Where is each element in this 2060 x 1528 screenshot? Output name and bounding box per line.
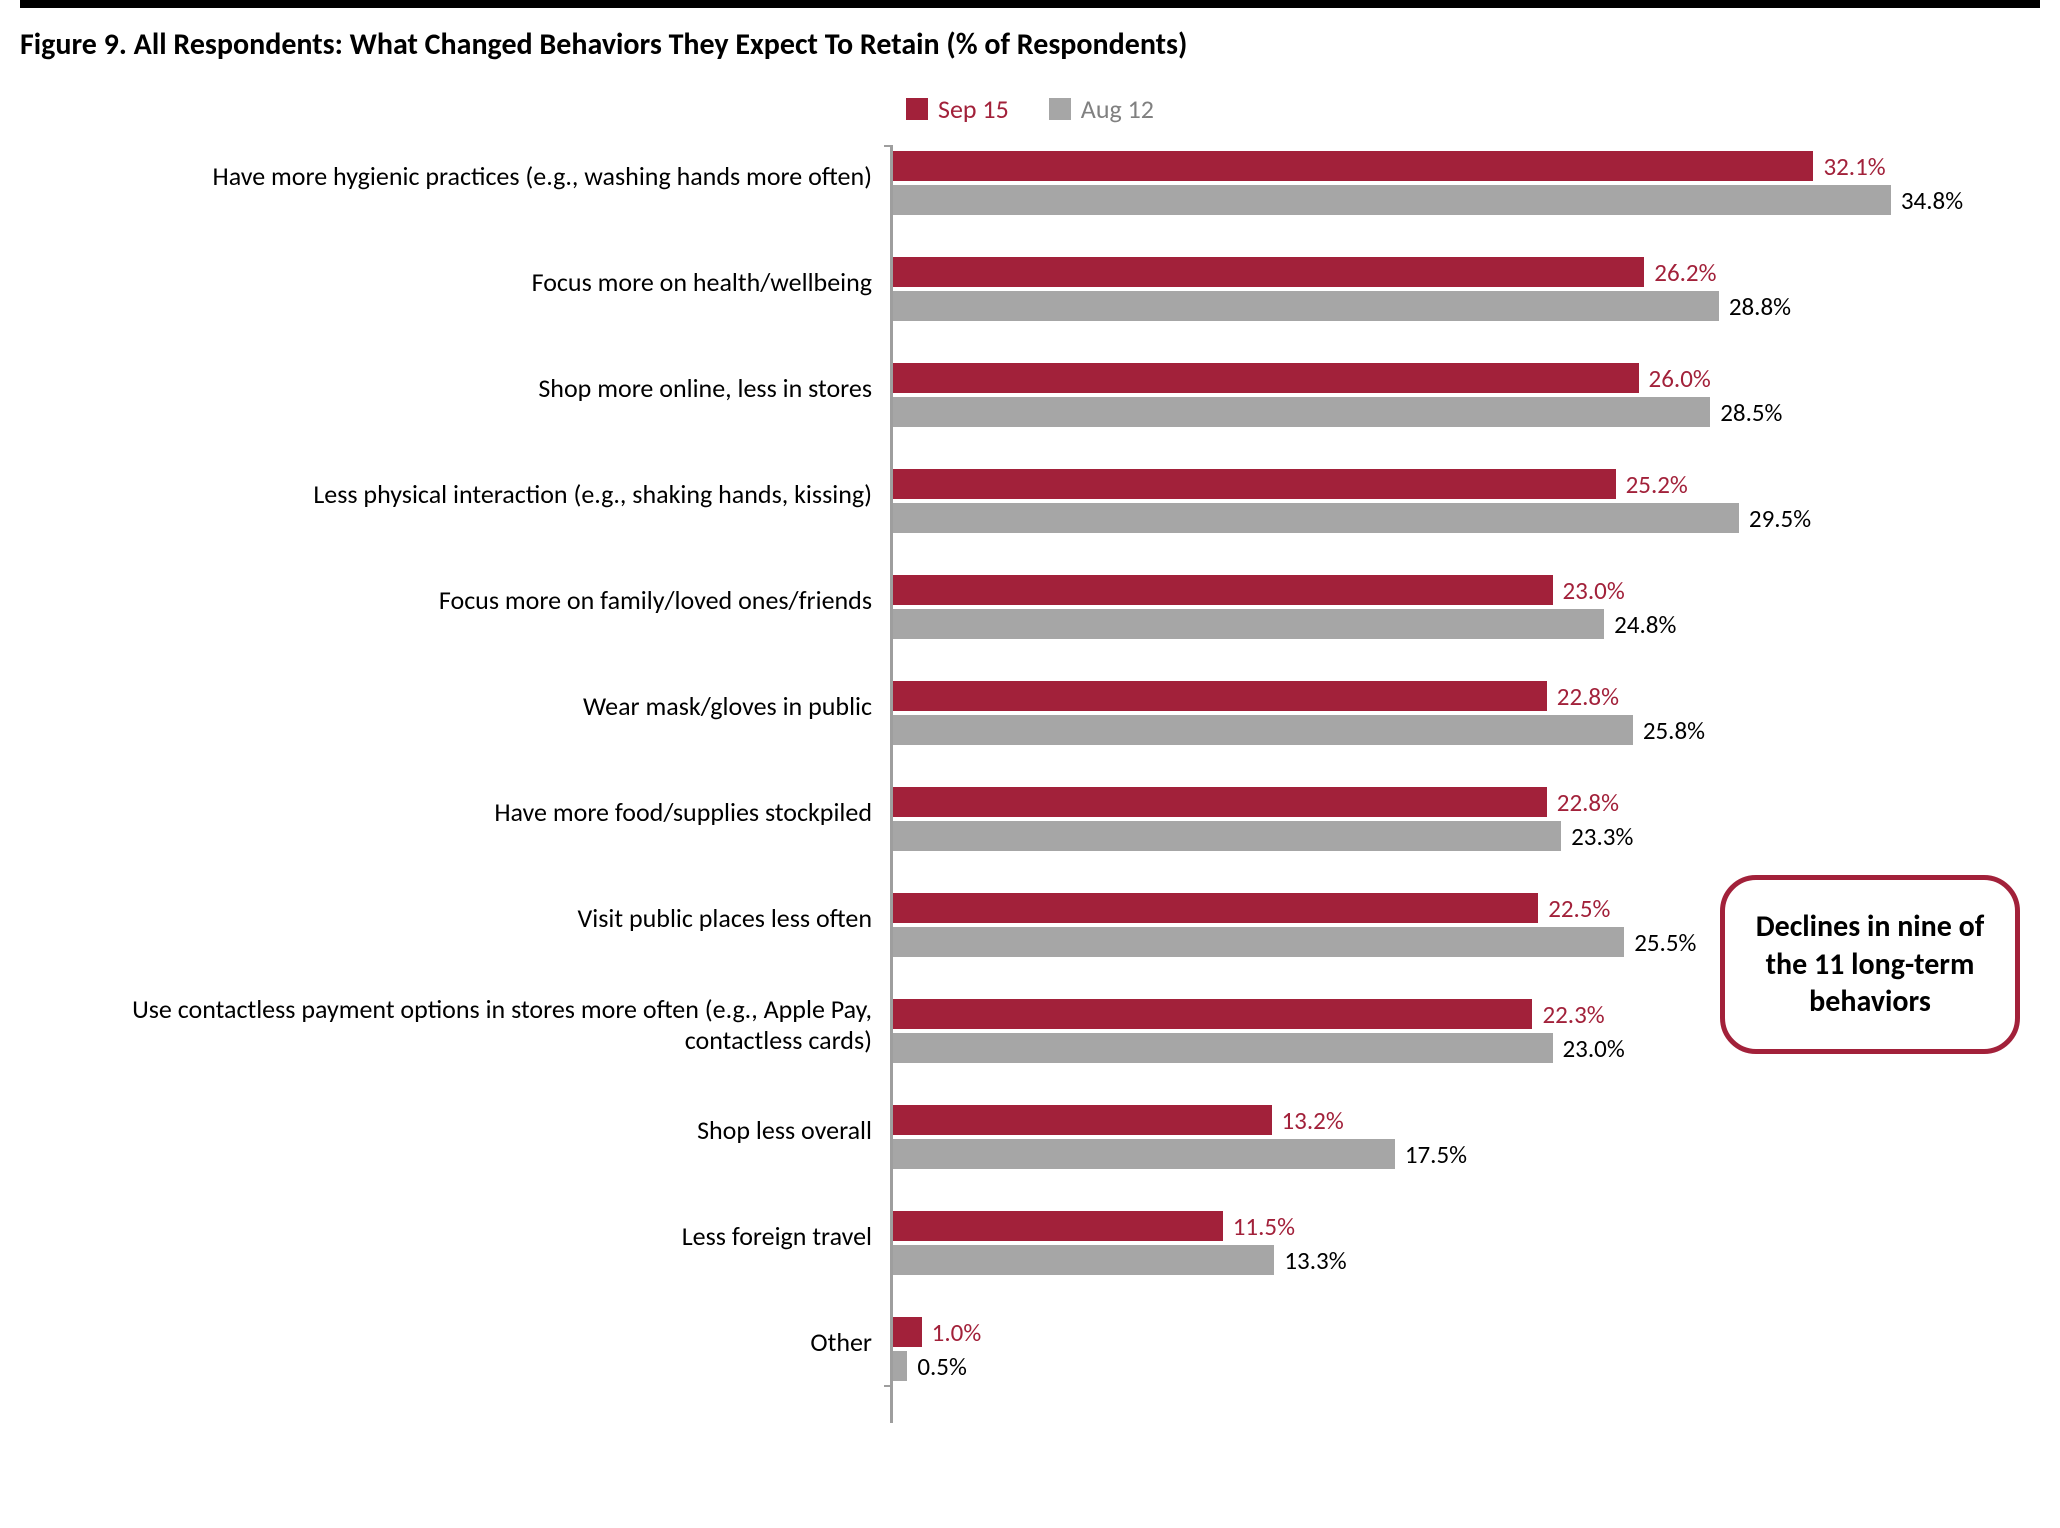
bar-value-aug12: 23.3% [1561, 821, 1633, 851]
bar-value-sep15: 13.2% [1272, 1105, 1344, 1135]
callout-text: Declines in nine of the 11 long-term beh… [1756, 908, 1985, 1020]
bar-aug12: 13.3% [893, 1245, 1274, 1275]
bar-value-sep15: 1.0% [922, 1317, 982, 1347]
bar-value-aug12: 29.5% [1739, 503, 1811, 533]
bar-value-aug12: 34.8% [1891, 185, 1963, 215]
bar-aug12: 25.8% [893, 715, 1633, 745]
bar-value-aug12: 23.0% [1553, 1033, 1625, 1063]
bar-aug12: 17.5% [893, 1139, 1395, 1169]
bar-value-sep15: 22.3% [1532, 999, 1604, 1029]
category-label: Wear mask/gloves in public [20, 675, 890, 739]
axis-tick [884, 145, 893, 147]
legend-swatch-aug12 [1049, 98, 1071, 120]
category-label: Shop less overall [20, 1099, 890, 1163]
category-label: Use contactless payment options in store… [20, 993, 890, 1057]
bar-value-sep15: 32.1% [1813, 151, 1885, 181]
chart-labels-column: Have more hygienic practices (e.g., wash… [20, 145, 890, 1423]
bar-value-aug12: 25.5% [1624, 927, 1696, 957]
bar-group: 22.8% 25.8% [893, 681, 2040, 745]
bar-value-sep15: 23.0% [1553, 575, 1625, 605]
bar-group: 32.1%34.8% [893, 151, 2040, 215]
bar-value-sep15: 11.5% [1223, 1211, 1295, 1241]
bar-aug12: 28.5% [893, 397, 1710, 427]
bar-group: 11.5% 13.3% [893, 1211, 2040, 1275]
bar-sep15: 22.8% [893, 681, 1547, 711]
bar-value-sep15: 25.2% [1616, 469, 1688, 499]
chart-legend: Sep 15 Aug 12 [20, 93, 2040, 125]
bar-value-sep15: 26.2% [1644, 257, 1716, 287]
bar-sep15: 25.2% [893, 469, 1616, 499]
bar-aug12: 28.8% [893, 291, 1719, 321]
chart: Have more hygienic practices (e.g., wash… [20, 145, 2040, 1423]
bar-aug12: 23.3% [893, 821, 1561, 851]
bar-value-sep15: 22.5% [1538, 893, 1610, 923]
bar-value-aug12: 25.8% [1633, 715, 1705, 745]
legend-swatch-sep15 [906, 98, 928, 120]
bar-value-aug12: 28.8% [1719, 291, 1791, 321]
category-label: Other [20, 1311, 890, 1375]
bar-sep15: 26.2% [893, 257, 1644, 287]
bar-value-sep15: 22.8% [1547, 787, 1619, 817]
legend-item-aug12: Aug 12 [1049, 93, 1154, 125]
bar-sep15: 23.0% [893, 575, 1553, 605]
category-label: Have more hygienic practices (e.g., wash… [20, 145, 890, 209]
legend-label-aug12: Aug 12 [1081, 93, 1154, 125]
category-label: Visit public places less often [20, 887, 890, 951]
bar-group: 26.0% 28.5% [893, 363, 2040, 427]
bar-aug12: 34.8% [893, 185, 1891, 215]
bar-sep15: 32.1% [893, 151, 1813, 181]
bar-aug12: 0.5% [893, 1351, 907, 1381]
bar-aug12: 25.5% [893, 927, 1624, 957]
bar-group: 22.8% 23.3% [893, 787, 2040, 851]
category-label: Focus more on health/wellbeing [20, 251, 890, 315]
category-label: Less physical interaction (e.g., shaking… [20, 463, 890, 527]
chart-bars-column: 32.1%34.8%26.2%28.8%26.0%28.5%25.2%29.5%… [890, 145, 2040, 1423]
axis-tick [884, 1385, 893, 1387]
bar-group: 25.2% 29.5% [893, 469, 2040, 533]
bar-value-aug12: 0.5% [907, 1351, 967, 1381]
legend-item-sep15: Sep 15 [906, 93, 1009, 125]
category-label: Shop more online, less in stores [20, 357, 890, 421]
bar-group: 26.2%28.8% [893, 257, 2040, 321]
bar-sep15: 11.5% [893, 1211, 1223, 1241]
top-rule [20, 0, 2040, 8]
bar-sep15: 13.2% [893, 1105, 1272, 1135]
bar-value-aug12: 13.3% [1274, 1245, 1346, 1275]
bar-sep15: 22.8% [893, 787, 1547, 817]
legend-label-sep15: Sep 15 [938, 93, 1009, 125]
bar-group: 13.2% 17.5% [893, 1105, 2040, 1169]
figure-title: Figure 9. All Respondents: What Changed … [20, 26, 2040, 63]
bar-value-aug12: 28.5% [1710, 397, 1782, 427]
bar-sep15: 22.3% [893, 999, 1532, 1029]
bar-aug12: 29.5% [893, 503, 1739, 533]
bar-value-sep15: 26.0% [1639, 363, 1711, 393]
bar-value-aug12: 24.8% [1604, 609, 1676, 639]
category-label: Less foreign travel [20, 1205, 890, 1269]
bar-aug12: 23.0% [893, 1033, 1553, 1063]
bar-aug12: 24.8% [893, 609, 1604, 639]
bar-value-sep15: 22.8% [1547, 681, 1619, 711]
callout-box: Declines in nine of the 11 long-term beh… [1720, 875, 2020, 1054]
category-label: Focus more on family/loved ones/friends [20, 569, 890, 633]
bar-value-aug12: 17.5% [1395, 1139, 1467, 1169]
bar-sep15: 22.5% [893, 893, 1538, 923]
bar-group: 1.0% 0.5% [893, 1317, 2040, 1381]
category-label: Have more food/supplies stockpiled [20, 781, 890, 845]
bar-sep15: 1.0% [893, 1317, 922, 1347]
bar-group: 23.0% 24.8% [893, 575, 2040, 639]
bar-sep15: 26.0% [893, 363, 1639, 393]
